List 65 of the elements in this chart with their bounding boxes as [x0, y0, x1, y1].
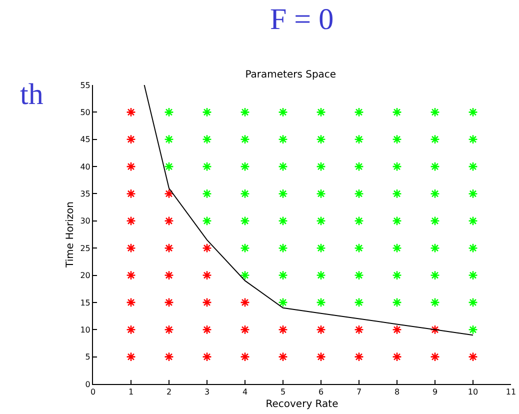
x-tick-label: 6 — [318, 388, 324, 397]
point — [278, 324, 288, 334]
y-tick-label: 15 — [80, 298, 90, 308]
y-axis-title: Time Horizon — [65, 202, 76, 268]
x-tick-label: 10 — [468, 388, 478, 397]
point — [202, 298, 212, 308]
x-tick-label: 3 — [204, 388, 210, 397]
point — [430, 324, 440, 334]
point — [354, 352, 364, 362]
y-tick-label: 5 — [85, 352, 90, 362]
x-tick-label: 2 — [166, 388, 172, 397]
y-tick-label: 50 — [80, 108, 90, 117]
point — [126, 162, 136, 172]
point — [126, 188, 136, 199]
x-tick-label: 11 — [506, 388, 516, 397]
point — [126, 107, 136, 118]
point — [392, 352, 402, 362]
point — [126, 324, 136, 334]
point — [164, 243, 174, 253]
chart-title: Parameters Space — [245, 69, 336, 80]
x-tick-label: 8 — [394, 388, 400, 397]
text: F = 0 — [270, 3, 334, 36]
point — [164, 324, 174, 334]
x-tick-label: 7 — [356, 388, 362, 397]
y-tick-label: 0 — [85, 380, 90, 389]
point — [164, 188, 174, 199]
x-axis-title: Recovery Rate — [266, 399, 338, 410]
point — [164, 270, 174, 280]
point — [164, 352, 174, 362]
text: th — [20, 78, 44, 111]
point — [316, 324, 326, 334]
point — [126, 352, 136, 362]
y-tick-label: 55 — [80, 80, 90, 90]
point — [240, 298, 250, 308]
y-tick-label: 30 — [80, 216, 90, 226]
y-tick-label: 45 — [80, 135, 90, 144]
x-tick-label: 4 — [242, 388, 248, 397]
point — [468, 352, 478, 362]
point — [430, 352, 440, 362]
y-tick-label: 10 — [80, 325, 90, 334]
x-tick-label: 1 — [128, 388, 134, 397]
y-tick-label: 40 — [80, 162, 90, 172]
point — [202, 324, 212, 334]
point — [126, 243, 136, 253]
point — [240, 352, 250, 362]
point — [354, 324, 364, 334]
y-tick-label: 20 — [80, 271, 90, 280]
line-series — [144, 85, 474, 336]
x-tick-label: 5 — [280, 388, 286, 397]
point — [240, 324, 250, 334]
point — [202, 352, 212, 362]
point — [316, 352, 326, 362]
point — [126, 298, 136, 308]
y-tick-label: 25 — [80, 244, 90, 253]
point — [392, 324, 402, 334]
y-tick-label: 35 — [80, 190, 90, 199]
point — [126, 216, 136, 226]
point — [164, 216, 174, 226]
x-tick-label: 9 — [432, 388, 438, 397]
point — [278, 352, 288, 362]
point — [164, 298, 174, 308]
point — [126, 270, 136, 280]
point — [202, 270, 212, 280]
point — [202, 243, 212, 253]
point — [126, 134, 136, 144]
